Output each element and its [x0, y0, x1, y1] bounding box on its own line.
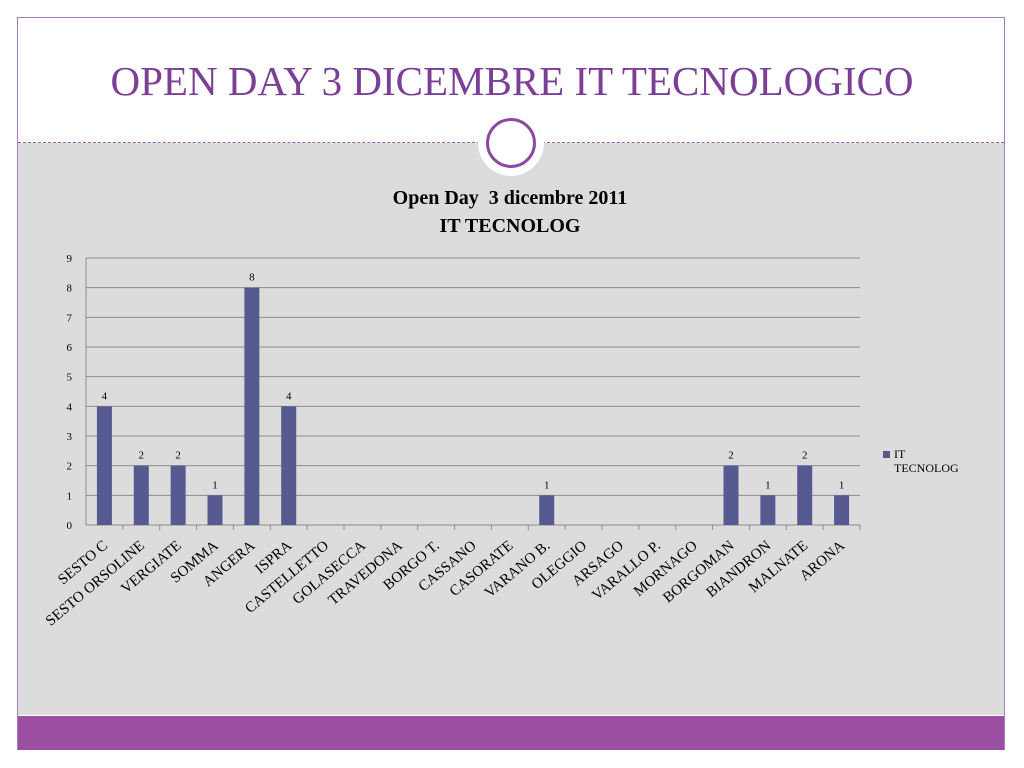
- data-label: 1: [765, 479, 771, 491]
- legend-label: IT TECNOLOG: [894, 447, 959, 475]
- y-tick-label: 4: [67, 401, 73, 413]
- y-tick-label: 0: [67, 520, 73, 532]
- bar: [539, 495, 555, 525]
- chart-panel: [18, 143, 1004, 715]
- footer-bar: [18, 716, 1004, 750]
- bar: [281, 406, 297, 525]
- slide-title: OPEN DAY 3 DICEMBRE IT TECNOLOGICO: [110, 58, 914, 104]
- data-label: 2: [175, 450, 181, 462]
- y-tick-label: 3: [67, 431, 73, 443]
- y-tick-label: 1: [67, 490, 73, 502]
- y-tick-label: 5: [67, 372, 73, 384]
- bar: [760, 495, 776, 525]
- bar: [723, 465, 739, 525]
- y-tick-label: 9: [67, 253, 73, 265]
- chart-title: Open Day 3 dicembre 2011: [393, 187, 628, 209]
- y-tick-label: 8: [67, 283, 73, 295]
- data-label: 4: [286, 390, 292, 402]
- data-label: 2: [802, 450, 808, 462]
- bar: [207, 495, 223, 525]
- data-label: 4: [102, 390, 108, 402]
- data-label: 2: [728, 450, 734, 462]
- bar: [834, 495, 850, 525]
- y-tick-label: 2: [67, 461, 73, 473]
- bar: [170, 465, 186, 525]
- y-tick-label: 7: [67, 312, 73, 324]
- y-tick-label: 6: [67, 342, 73, 354]
- data-label: 2: [139, 450, 145, 462]
- data-label: 1: [212, 479, 218, 491]
- circle-ornament: [478, 110, 544, 176]
- chart-subtitle: IT TECNOLOG: [440, 215, 581, 237]
- bar: [244, 287, 260, 525]
- legend-swatch: [883, 451, 890, 458]
- bar: [96, 406, 112, 525]
- bar: [797, 465, 813, 525]
- data-label: 1: [839, 479, 845, 491]
- data-label: 1: [544, 479, 550, 491]
- bar: [133, 465, 149, 525]
- data-label: 8: [249, 272, 255, 284]
